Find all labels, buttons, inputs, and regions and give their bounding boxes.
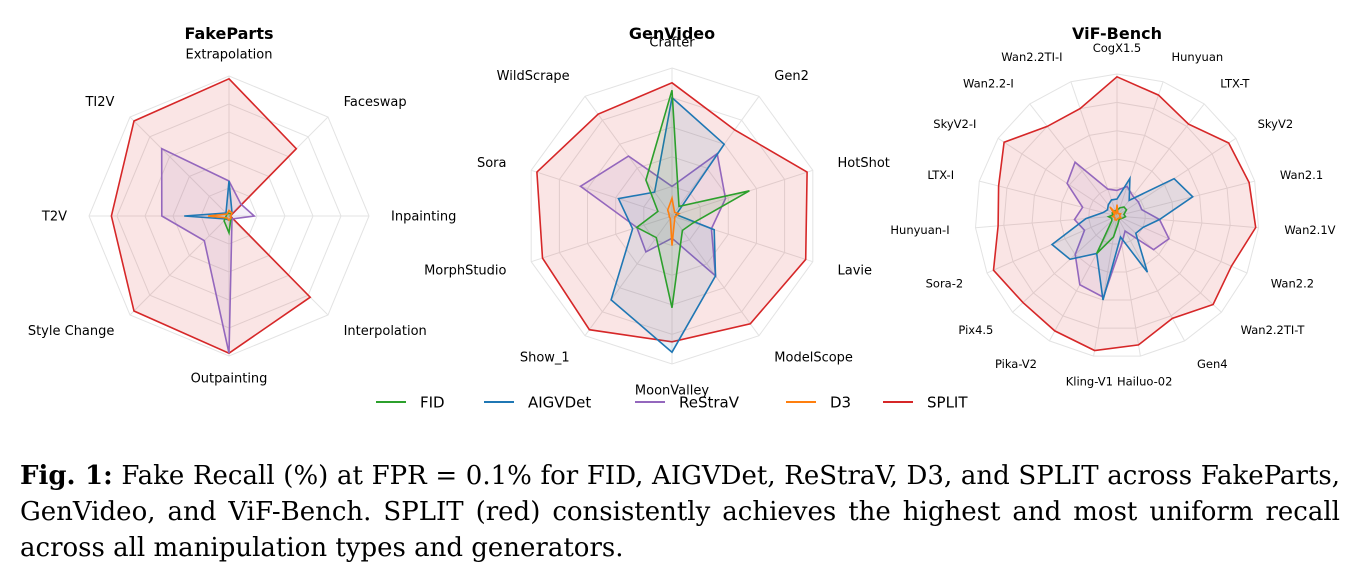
grid-ring <box>1088 187 1146 245</box>
axis-label-faceswap: Faceswap <box>344 95 407 110</box>
caption-label: Fig. 1: <box>20 461 113 491</box>
axis-label-style-change: Style Change <box>28 324 115 339</box>
series-aigvdet-genvideo <box>610 96 726 354</box>
grid-spoke <box>1116 137 1237 217</box>
axis-label-wan2-2-i: Wan2.2-I <box>963 76 1014 90</box>
grid-spoke <box>1116 215 1259 229</box>
grid-ring <box>974 73 1260 357</box>
grid-spoke <box>1070 81 1118 217</box>
grid-spoke <box>531 169 673 217</box>
caption-text: Fake Recall (%) at FPR = 0.1% for FID, A… <box>20 461 1341 563</box>
axis-label-lavie: Lavie <box>838 263 873 278</box>
axis-label-wan2-2ti-i: Wan2.2TI-I <box>1001 50 1062 64</box>
grid-spoke <box>997 137 1118 217</box>
series-aigvdet-vif-bench <box>1050 175 1194 301</box>
legend-label-split: SPLIT <box>927 394 968 412</box>
legend-label-d3: D3 <box>830 394 851 412</box>
grid-spoke <box>1116 215 1186 342</box>
axis-label-show-1: Show_1 <box>520 350 570 365</box>
radar-grid <box>974 73 1260 357</box>
axis-label-wan2-2: Wan2.2 <box>1271 277 1314 291</box>
chart-title-genvideo: GenVideo <box>629 24 715 43</box>
grid-spoke <box>1116 215 1222 313</box>
grid-ring <box>1031 130 1203 301</box>
series-restrav-vif-bench <box>1066 160 1171 299</box>
axis-label-ltx-i: LTX-I <box>927 168 954 182</box>
radar-grid <box>88 75 370 357</box>
axis-label-hunyuan: Hunyuan <box>1172 50 1224 64</box>
grid-ring <box>1003 101 1231 329</box>
axis-label-outpainting: Outpainting <box>191 372 268 387</box>
grid-ring <box>1059 158 1175 273</box>
grid-spoke <box>979 180 1118 217</box>
grid-spoke <box>1048 215 1118 342</box>
series-d3-genvideo <box>666 195 681 246</box>
axis-label-moonvalley: MoonValley <box>635 384 709 399</box>
grid-spoke <box>1012 215 1118 313</box>
radar-chart-genvideo: Crafter Gen2 HotShot Lavie ModelScope MoonVal… <box>424 24 890 399</box>
grid-spoke <box>671 215 813 263</box>
axis-label-skyv2-i: SkyV2-I <box>933 117 976 131</box>
axis-label-wildscrape: WildScrape <box>497 69 570 84</box>
axis-label-pika-v2: Pika-V2 <box>995 357 1037 371</box>
axis-label-skyv2: SkyV2 <box>1258 117 1294 131</box>
axis-label-extrapolation: Extrapolation <box>185 48 272 63</box>
series-d3-vif-bench <box>1109 204 1123 222</box>
axis-label-pix4-5: Pix4.5 <box>958 323 993 337</box>
grid-spoke <box>1116 215 1141 357</box>
legend-label-fid: FID <box>420 394 445 412</box>
axis-label-kling-v1: Kling-V1 <box>1066 375 1113 389</box>
figure: Extrapolation Faceswap Inpainting Interpola… <box>28 24 1336 412</box>
legend-label-restrav: ReStraV <box>679 394 740 412</box>
axis-label-gen2: Gen2 <box>774 69 809 84</box>
grid-spoke <box>975 215 1118 229</box>
axis-label-sora-2: Sora-2 <box>926 277 964 291</box>
axis-label-interpolation: Interpolation <box>344 324 427 339</box>
figure-caption: Fig. 1: Fake Recall (%) at FPR = 0.1% fo… <box>20 458 1340 566</box>
grid-spoke <box>1116 81 1164 217</box>
grid-spoke <box>1116 103 1205 217</box>
axis-label-wan2-1: Wan2.1 <box>1280 168 1323 182</box>
axis-label-ti2v: TI2V <box>84 95 114 110</box>
axis-label-wan2-2ti-t: Wan2.2TI-T <box>1241 323 1306 337</box>
axis-label-ltx-t: LTX-T <box>1220 76 1250 90</box>
grid-spoke <box>531 215 673 263</box>
grid-spoke <box>1116 215 1248 274</box>
grid-spoke <box>1029 103 1118 217</box>
series-fid-genvideo <box>635 89 750 308</box>
legend: FID AIGVDet ReStraV D3 SPLIT <box>376 394 968 412</box>
axis-label-gen4: Gen4 <box>1197 357 1228 371</box>
grid-spoke <box>1116 180 1255 217</box>
axis-label-morphstudio: MorphStudio <box>424 263 506 278</box>
chart-title-fakeparts: FakeParts <box>184 24 273 43</box>
axis-label-inpainting: Inpainting <box>391 210 456 225</box>
axis-label-hunyuan-i: Hunyuan-I <box>890 223 949 237</box>
axis-label-hailuo-02: Hailuo-02 <box>1117 375 1172 389</box>
axis-label-wan2-1v: Wan2.1V <box>1284 223 1335 237</box>
legend-label-aigvdet: AIGVDet <box>528 394 591 412</box>
axis-label-hotshot: HotShot <box>838 156 890 171</box>
axis-label-sora: Sora <box>477 156 507 171</box>
grid-spoke <box>584 215 673 336</box>
chart-title-vif-bench: ViF-Bench <box>1072 24 1162 43</box>
axis-label-cogx1-5: CogX1.5 <box>1093 41 1142 55</box>
axis-label-modelscope: ModelScope <box>774 350 853 365</box>
axis-label-t2v: T2V <box>41 210 67 225</box>
grid-spoke <box>129 215 230 316</box>
series-split-genvideo <box>536 81 808 343</box>
grid-spoke <box>1093 215 1118 357</box>
series-d3-fakeparts <box>207 209 234 222</box>
grid-spoke <box>129 116 230 217</box>
axis-label-crafter: Crafter <box>649 36 695 51</box>
radar-chart-fakeparts: Extrapolation Faceswap Inpainting Interpola… <box>28 24 457 387</box>
radar-chart-vif-bench: CogX1.5 Hunyuan LTX-T SkyV2 Wan2.1 Wan2.1V Wan… <box>890 24 1335 389</box>
